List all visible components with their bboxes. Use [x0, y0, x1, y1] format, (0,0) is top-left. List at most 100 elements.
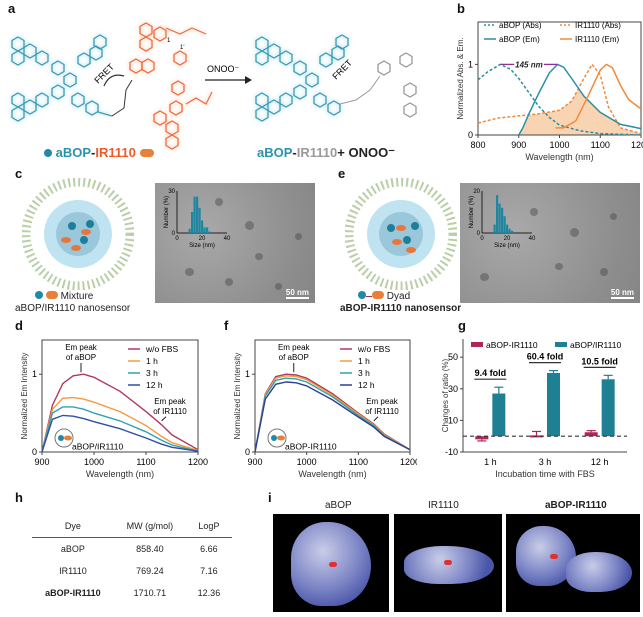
conjugate-name: aBOP-IR1110: [44, 145, 154, 160]
inset-nanoparticle-icon: [267, 428, 287, 448]
chart-d-mixture-stability: 900 1000 1100 1200 0 1 Wavelength (nm) Normaliz…: [20, 339, 208, 479]
surface-image-dyad: [506, 514, 640, 612]
dyad-caption: Dyad: [358, 291, 410, 302]
ir1110-pill-icon: [45, 291, 58, 299]
inset-label: aBOP/IR1110: [72, 442, 123, 452]
ir1110-pill-icon: [64, 435, 72, 441]
bar-aBOP/IR1110: [547, 372, 560, 437]
y-tick-label: 1: [468, 59, 473, 69]
header-logp: LogP: [198, 521, 220, 531]
histogram-bar: [203, 227, 206, 233]
histogram-bar: [193, 196, 196, 233]
x-tick-label: 1 h: [484, 457, 497, 467]
legend-label: 3 h: [358, 368, 370, 378]
scale-bar: 50 nm: [610, 288, 634, 299]
histogram-bar: [503, 216, 506, 233]
x-tick-label: 800: [470, 140, 485, 150]
legend-label: w/o FBS: [145, 344, 178, 354]
panel-label-d: d: [15, 318, 23, 333]
series-line-1: [477, 63, 642, 135]
series-line-2: [254, 377, 411, 453]
ir1110-pill-icon: [139, 149, 154, 157]
table-row: aBOP 858.40 6.66: [60, 544, 218, 554]
legend-label: IR1110 (Em): [575, 35, 619, 44]
y-tick-label: 10: [448, 415, 458, 425]
x-axis-label: Incubation time with FBS: [495, 469, 595, 479]
y-tick-label: 0: [32, 447, 37, 457]
aboP-structure-left: [11, 34, 113, 122]
x-tick-label: 1100: [136, 457, 155, 467]
annotation-em-peak-abop: Em peak: [65, 343, 98, 352]
panel-label-i: i: [268, 490, 272, 505]
histogram-bar: [198, 207, 201, 233]
inset-label: aBOP-IR1110: [285, 442, 337, 452]
x-tick-label: 1000: [84, 457, 104, 467]
annotation-em-peak-ir1110: Em peak: [154, 397, 187, 406]
legend-label: aBOP/IR1110: [570, 340, 621, 350]
y-tick-label: 0: [172, 231, 176, 237]
x-tick-label: 1100: [349, 457, 368, 467]
annotation-em-peak-ir1110: Em peak: [366, 397, 399, 406]
histogram-bar: [493, 224, 496, 233]
ir1110-pill-icon: [372, 291, 384, 299]
x-tick-label: 1100: [591, 140, 610, 150]
panel-label-h: h: [15, 490, 23, 505]
x-tick-label: 40: [529, 236, 536, 242]
histogram-bar: [206, 227, 209, 233]
chart-f-dyad-stability: 900 1000 1100 1200 0 1 Wavelength (nm) Normaliz…: [233, 339, 417, 479]
table-header-row: Dye MW (g/mol) LogP: [32, 515, 232, 538]
fold-label: 60.4 fold: [527, 352, 564, 362]
x-tick-label: 3 h: [539, 457, 552, 467]
series-line-3: [254, 381, 411, 453]
x-tick-label: 20: [504, 236, 511, 242]
y-axis-label: Changes of ratio (%): [441, 358, 450, 432]
y-tick-label: 30: [448, 384, 458, 394]
surface-image-abop: [273, 514, 389, 612]
locant-1prime: 1': [180, 45, 184, 51]
y-tick-label: 0: [468, 130, 473, 140]
histogram-bar: [498, 203, 501, 233]
fret-scheme: FRET FRET ONOO⁻ 1 1': [11, 22, 417, 150]
x-axis-label: Wavelength (nm): [298, 469, 366, 479]
y-tick-label: 20: [473, 189, 480, 195]
legend-swatch: [471, 342, 483, 347]
histogram-bar: [506, 224, 509, 233]
x-tick-label: 1200: [400, 457, 417, 467]
y-tick-label: 0: [245, 447, 250, 457]
header-mw: MW (g/mol): [126, 521, 174, 531]
fold-label: 9.4 fold: [475, 368, 507, 378]
table-row: aBOP-IR1110 1710.71 12.36: [45, 588, 221, 598]
histogram-bar: [196, 196, 199, 233]
legend-label: w/o FBS: [357, 344, 390, 354]
panel-label-f: f: [224, 318, 229, 333]
histogram-bar: [508, 228, 511, 233]
x-axis-label: Size (nm): [189, 243, 215, 249]
x-tick-label: 40: [224, 236, 231, 242]
fret-label: FRET: [92, 61, 116, 85]
x-tick-label: 1000: [549, 140, 569, 150]
x-tick-label: 0: [480, 236, 484, 242]
y-axis-label: Normalized Em Intensity: [20, 353, 29, 440]
dyad-nanosensor-label: aBOP-IR1110 nanosensor: [340, 303, 462, 314]
series-line-0: [477, 63, 642, 136]
panel-label-a: a: [8, 1, 16, 16]
series-line-1: [41, 396, 199, 453]
dyad-nanoparticle-illustration: [345, 178, 457, 290]
x-tick-label: 900: [247, 457, 262, 467]
histogram-bar: [501, 207, 504, 233]
arrow-icon: [161, 416, 167, 422]
header-dye: Dye: [64, 521, 81, 531]
bar-aBOP/IR1110: [492, 393, 506, 437]
annotation-label: 145 nm: [515, 60, 543, 69]
annotation-em-peak-abop: of aBOP: [66, 353, 96, 362]
panel-label-g: g: [458, 318, 466, 333]
panel-label-b: b: [457, 1, 465, 16]
histogram-bar: [191, 212, 194, 233]
y-tick-label: 50: [448, 352, 458, 362]
x-axis-label: Wavelength (nm): [86, 469, 154, 479]
bar-aBOP/IR1110: [601, 379, 615, 437]
series-line-0: [41, 373, 199, 453]
tem-image-dyad: 0 20 40 0 20 Size (nm) Number (%) 50 nm: [460, 183, 640, 303]
